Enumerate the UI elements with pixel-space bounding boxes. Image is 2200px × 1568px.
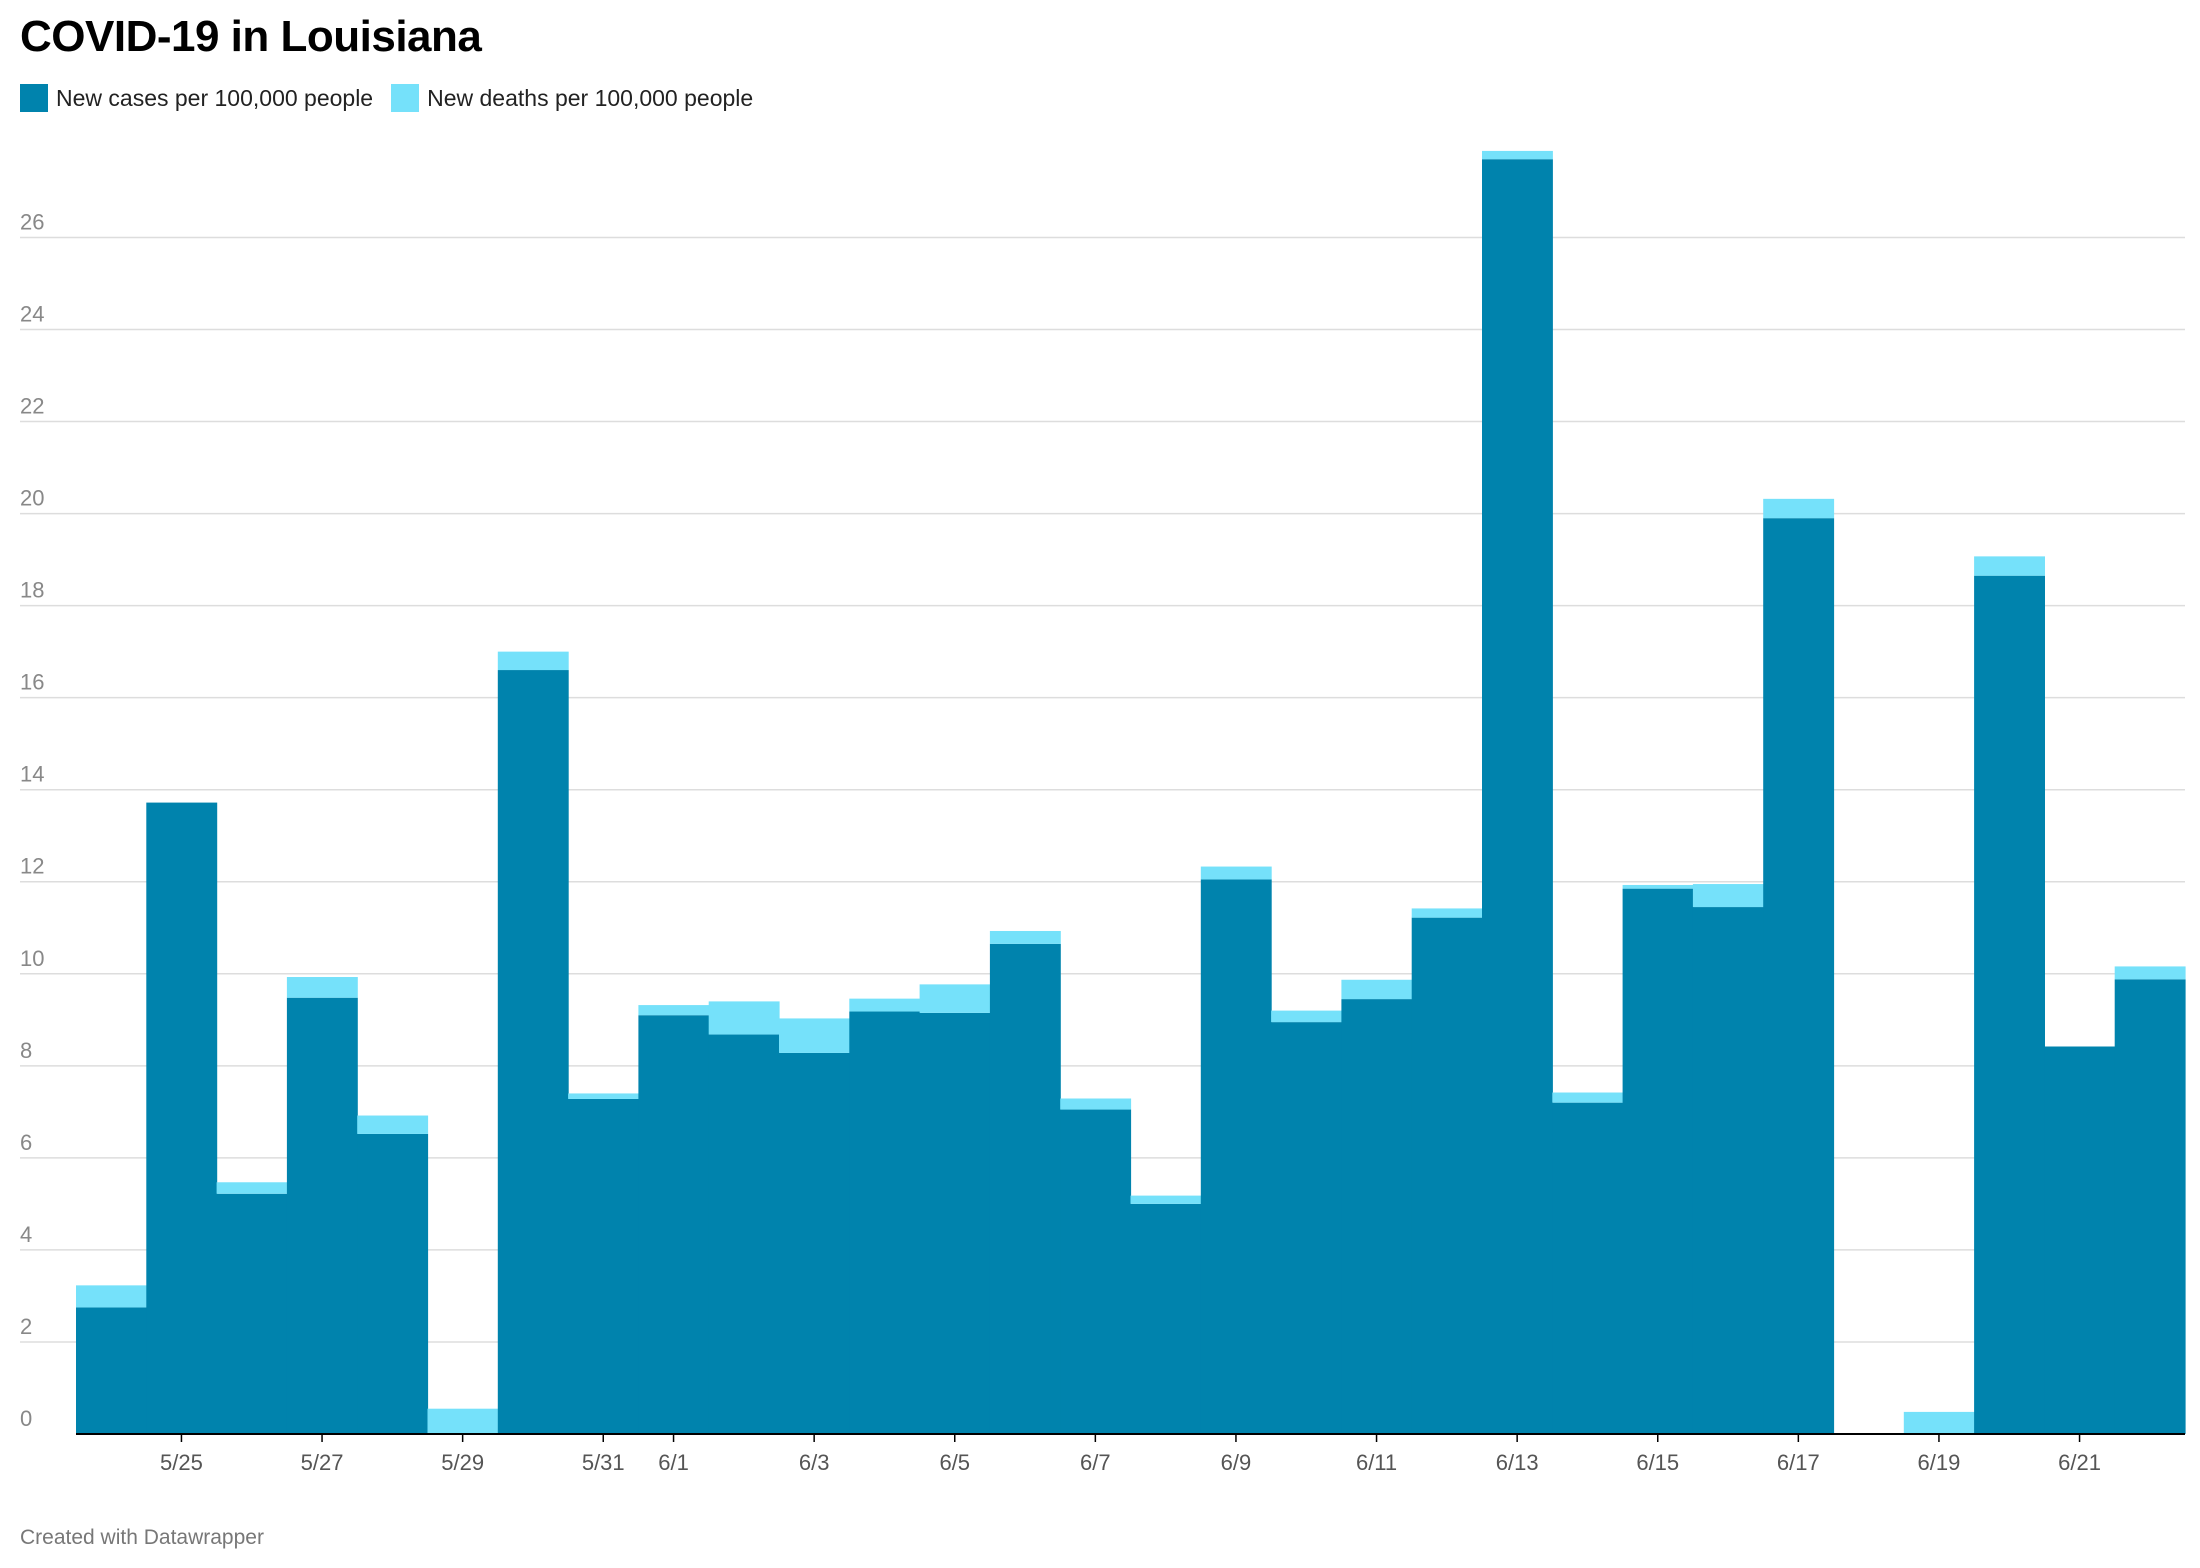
- y-tick-label: 0: [20, 1406, 32, 1431]
- bar-cases: [1411, 917, 1483, 1434]
- bar-deaths: [779, 1018, 850, 1053]
- y-tick-label: 2: [20, 1314, 32, 1339]
- x-tick-label: 6/7: [1080, 1450, 1111, 1475]
- legend-label-deaths: New deaths per 100,000 people: [427, 84, 754, 111]
- bar-cases: [1060, 1109, 1132, 1434]
- x-tick-label: 6/19: [1918, 1450, 1961, 1475]
- y-tick-label: 24: [20, 301, 44, 326]
- x-tick-label: 5/27: [301, 1450, 344, 1475]
- legend-swatch-cases: [20, 84, 48, 112]
- bar-cases: [1482, 159, 1553, 1434]
- bar-cases: [989, 943, 1061, 1434]
- bar-cases: [1200, 879, 1272, 1434]
- bar-cases: [919, 1012, 991, 1434]
- bar-deaths: [919, 984, 991, 1013]
- bar-deaths: [427, 1408, 499, 1434]
- x-tick-label: 5/31: [582, 1450, 625, 1475]
- bar-deaths: [1974, 556, 2045, 576]
- y-tick-label: 4: [20, 1222, 32, 1247]
- bar-deaths: [1692, 884, 1764, 908]
- bar-cases: [146, 802, 218, 1434]
- bar-cases: [76, 1307, 147, 1434]
- bar-cases: [1271, 1022, 1342, 1434]
- bar-cases: [357, 1133, 429, 1434]
- bar-cases: [1622, 888, 1694, 1434]
- bar-deaths: [216, 1182, 288, 1194]
- legend-item-deaths: New deaths per 100,000 people: [391, 84, 753, 112]
- x-tick-label: 6/17: [1777, 1450, 1820, 1475]
- legend-label-cases: New cases per 100,000 people: [56, 84, 374, 111]
- bar-deaths: [1411, 908, 1483, 918]
- x-tick-label: 6/5: [939, 1450, 970, 1475]
- bar-cases: [1552, 1102, 1624, 1434]
- y-tick-label: 20: [20, 486, 44, 511]
- bar-cases: [779, 1052, 850, 1434]
- bar-deaths: [1482, 150, 1553, 160]
- y-tick-label: 22: [20, 394, 44, 419]
- bar-deaths: [2114, 966, 2186, 980]
- y-tick-label: 14: [20, 762, 44, 787]
- bar-cases: [568, 1098, 639, 1434]
- bar-deaths: [497, 651, 569, 671]
- chart-title: COVID-19 in Louisiana: [20, 12, 482, 61]
- y-tick-label: 26: [20, 209, 44, 234]
- bar-cases: [1341, 999, 1413, 1434]
- y-tick-label: 10: [20, 946, 44, 971]
- x-tick-label: 6/21: [2058, 1450, 2101, 1475]
- bar-cases: [286, 997, 358, 1434]
- x-tick-label: 6/3: [799, 1450, 830, 1475]
- x-tick-label: 6/11: [1356, 1450, 1397, 1475]
- bar-deaths: [1763, 498, 1835, 519]
- bar-cases: [2114, 979, 2186, 1434]
- bar-deaths: [1903, 1411, 1975, 1434]
- y-tick-label: 6: [20, 1130, 32, 1155]
- x-tick-label: 5/25: [160, 1450, 203, 1475]
- bar-cases: [2044, 1046, 2116, 1434]
- bar-deaths: [1060, 1098, 1132, 1110]
- x-tick-label: 5/29: [441, 1450, 484, 1475]
- bar-deaths: [989, 930, 1061, 944]
- x-tick-label: 6/15: [1636, 1450, 1679, 1475]
- legend: New cases per 100,000 people New deaths …: [20, 84, 771, 112]
- bar-deaths: [849, 998, 921, 1012]
- bar-deaths: [357, 1115, 429, 1134]
- bar-cases: [216, 1193, 288, 1434]
- bar-cases: [1692, 907, 1764, 1434]
- y-tick-label: 16: [20, 670, 44, 695]
- y-tick-label: 8: [20, 1038, 32, 1063]
- bar-cases: [638, 1015, 710, 1434]
- legend-item-cases: New cases per 100,000 people: [20, 84, 373, 112]
- bar-deaths: [1130, 1195, 1202, 1204]
- legend-swatch-deaths: [391, 84, 420, 112]
- y-tick-label: 12: [20, 854, 44, 879]
- bar-deaths: [568, 1093, 639, 1099]
- bar-cases: [1763, 518, 1835, 1434]
- bar-deaths: [1341, 979, 1413, 1000]
- bar-deaths: [1200, 866, 1272, 880]
- bar-deaths: [286, 977, 358, 998]
- bar-cases: [1974, 575, 2045, 1434]
- x-tick-label: 6/1: [658, 1450, 689, 1475]
- bar-deaths: [1271, 1010, 1342, 1023]
- bar-cases: [1130, 1203, 1202, 1434]
- y-tick-label: 18: [20, 578, 44, 603]
- bar-deaths: [638, 1005, 710, 1016]
- bar-deaths: [708, 1001, 780, 1035]
- bar-cases: [497, 670, 569, 1434]
- x-tick-label: 6/13: [1496, 1450, 1539, 1475]
- bar-cases: [849, 1011, 921, 1434]
- x-tick-label: 6/9: [1221, 1450, 1252, 1475]
- bar-cases: [708, 1034, 780, 1434]
- bar-deaths: [1622, 884, 1694, 889]
- footer-credit: Created with Datawrapper: [20, 1526, 264, 1549]
- bar-deaths: [1552, 1092, 1624, 1103]
- bar-deaths: [76, 1285, 147, 1308]
